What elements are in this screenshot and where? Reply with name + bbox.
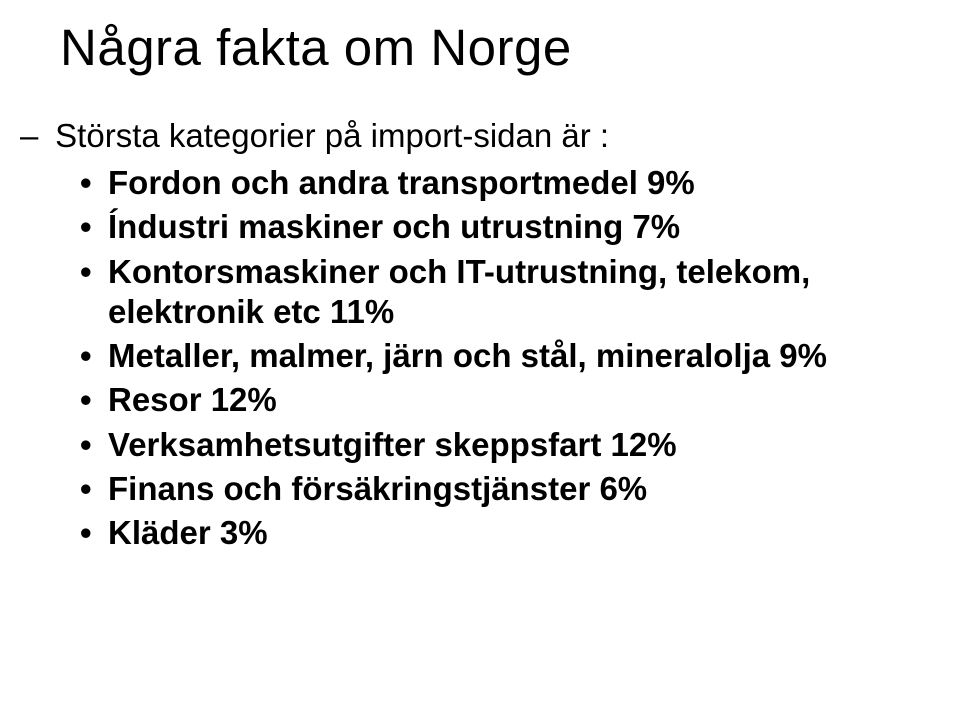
list-item: Kläder 3%: [80, 513, 909, 553]
list-item: Kontorsmaskiner och IT-utrustning, telek…: [80, 252, 909, 333]
dash-icon: –: [20, 117, 46, 155]
list-item: Fordon och andra transportmedel 9%: [80, 163, 909, 203]
import-categories-list: Fordon och andra transportmedel 9% Índus…: [80, 163, 909, 553]
list-item: Metaller, malmer, järn och stål, mineral…: [80, 336, 909, 376]
list-item: Finans och försäkringstjänster 6%: [80, 469, 909, 509]
list-item: Índustri maskiner och utrustning 7%: [80, 207, 909, 247]
slide-title: Några fakta om Norge: [60, 18, 909, 77]
import-subheading-text: Största kategorier på import-sidan är :: [55, 117, 609, 154]
import-subheading: – Största kategorier på import-sidan är …: [20, 117, 909, 155]
list-item: Resor 12%: [80, 380, 909, 420]
slide: Några fakta om Norge – Största kategorie…: [0, 0, 959, 722]
list-item: Verksamhetsutgifter skeppsfart 12%: [80, 425, 909, 465]
